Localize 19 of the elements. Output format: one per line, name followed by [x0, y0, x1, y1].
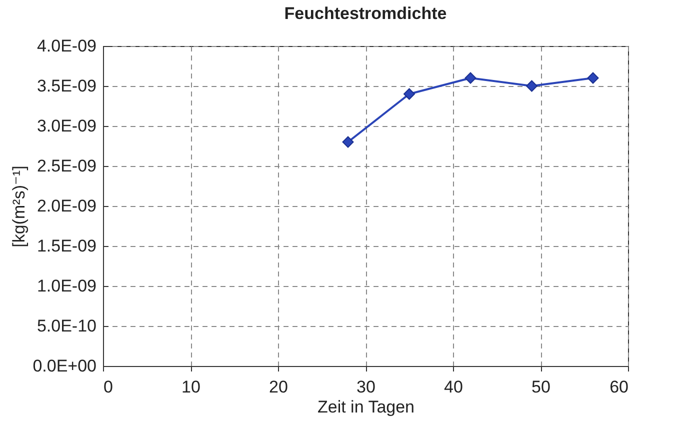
y-tick-label: 1.5E-09 [36, 236, 96, 256]
y-tick-label: 5.0E-10 [36, 316, 96, 336]
x-axis-title: Zeit in Tagen [317, 398, 415, 416]
y-tick-label: 2.0E-09 [36, 196, 96, 216]
chart-title: Feuchtestromdichte [284, 4, 447, 23]
x-tick-label: 40 [444, 378, 463, 396]
x-tick-label: 30 [356, 378, 376, 396]
x-tick-label: 50 [532, 378, 550, 396]
x-tick-label: 20 [269, 378, 288, 396]
x-tick-label: 60 [610, 378, 628, 396]
y-tick-label: 2.5E-09 [36, 156, 96, 176]
y-tick-label: 3.0E-09 [36, 116, 96, 136]
x-tick-label: 10 [182, 378, 200, 396]
y-axis-title: [kg(m²s)⁻¹] [10, 166, 29, 248]
y-tick-label: 0.0E+00 [32, 356, 96, 376]
y-tick-label: 4.0E-09 [36, 36, 96, 56]
x-tick-label: 0 [104, 378, 113, 396]
y-tick-label: 1.0E-09 [36, 276, 96, 296]
y-tick-label: 3.5E-09 [36, 76, 96, 96]
